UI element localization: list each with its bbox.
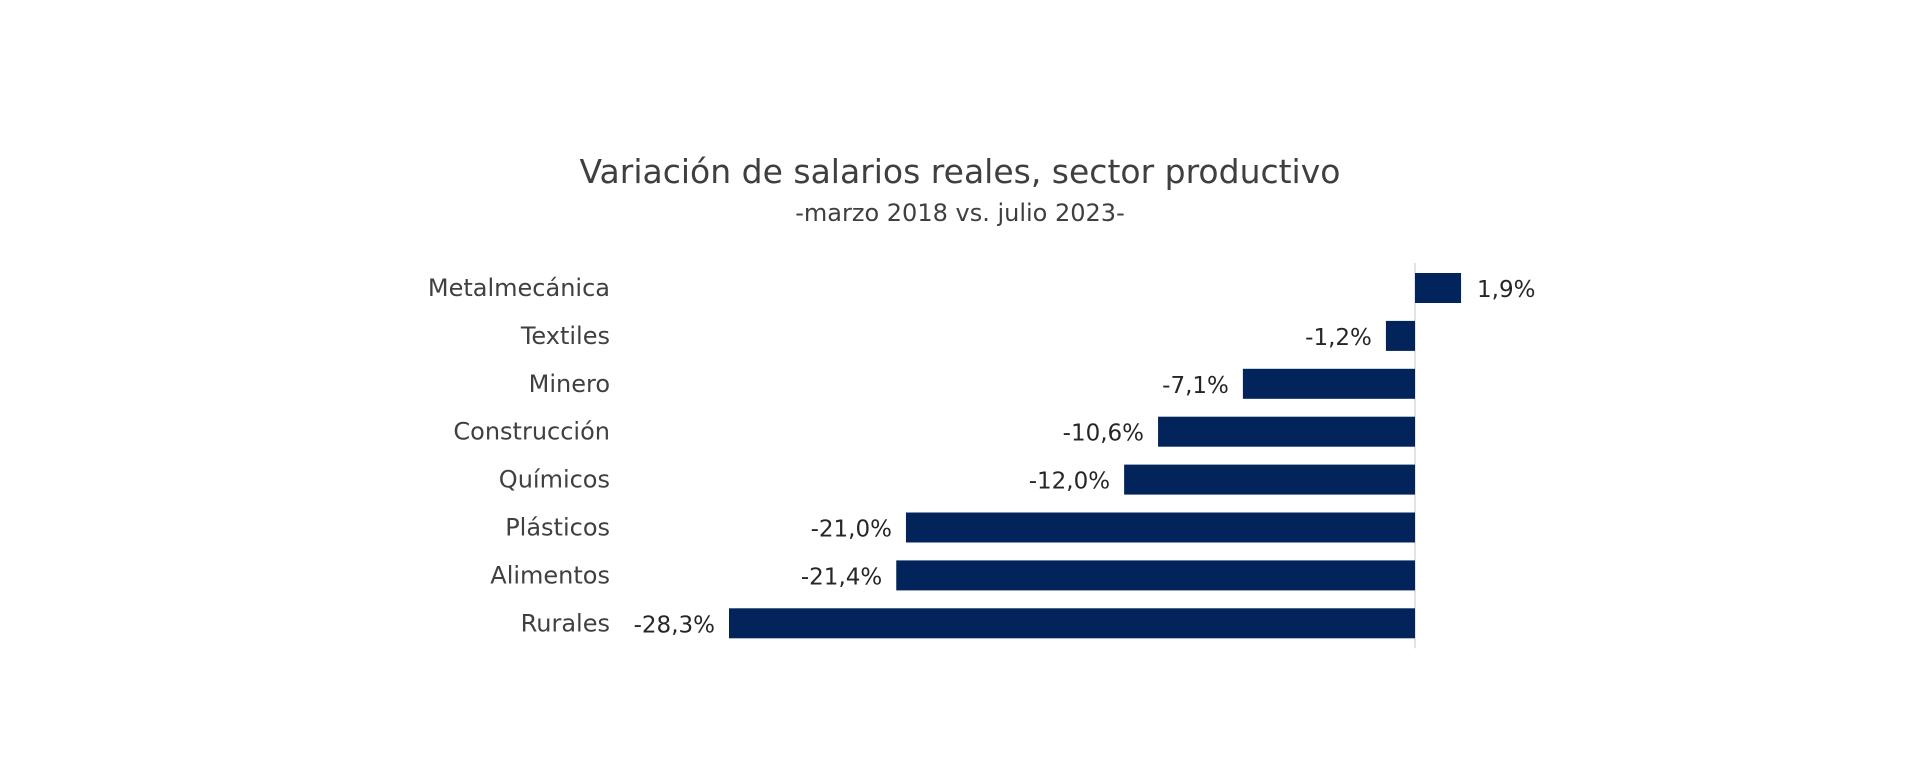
category-label: Plásticos [505,514,610,542]
category-label: Metalmecánica [428,274,610,302]
category-label: Construcción [453,418,610,446]
bar [1242,368,1415,399]
value-label: -7,1% [1162,373,1229,399]
bar [729,608,1415,639]
category-label: Minero [529,370,610,398]
category-label: Rurales [521,609,610,637]
category-label: Textiles [520,322,610,350]
value-label: -21,0% [811,517,892,543]
value-label: 1,9% [1477,277,1535,303]
bar [1415,273,1462,303]
value-label: -12,0% [1029,469,1110,495]
bar [1124,464,1415,495]
bar [905,512,1415,543]
bar [1158,416,1415,447]
value-label: -21,4% [801,564,882,590]
value-label: -1,2% [1305,325,1372,351]
bar [1385,320,1415,351]
bar [896,560,1415,591]
chart-title: Variación de salarios reales, sector pro… [579,152,1341,191]
category-label: Químicos [499,466,610,494]
chart-subtitle: -marzo 2018 vs. julio 2023- [795,199,1125,227]
category-label: Alimentos [490,561,610,589]
value-label: -10,6% [1063,421,1144,447]
value-label: -28,3% [634,612,715,638]
